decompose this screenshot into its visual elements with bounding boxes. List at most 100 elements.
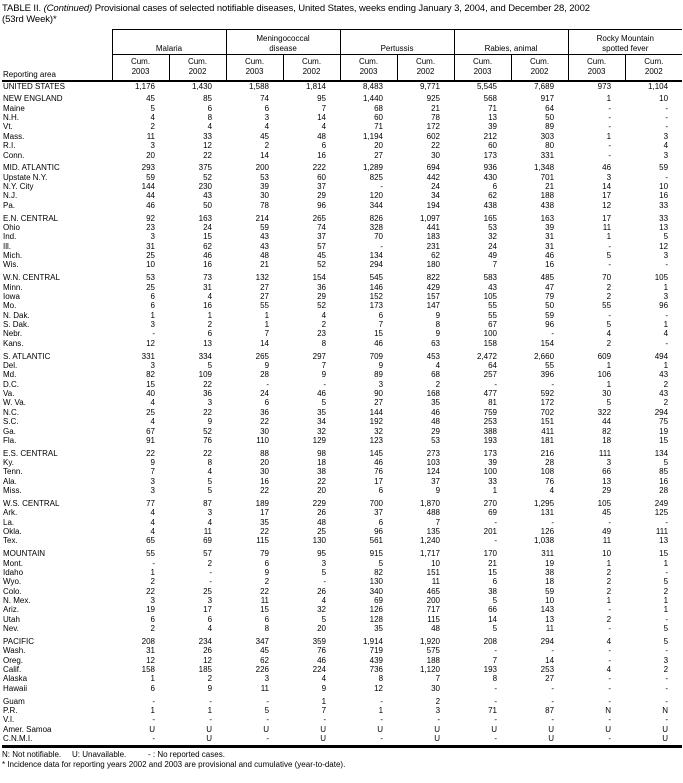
value-cell: 46 <box>602 163 612 173</box>
value-cell: 44 <box>146 191 155 201</box>
value-cell: 1 <box>264 320 270 330</box>
value-cell: 74 <box>317 223 327 233</box>
footnote-unavailable: U: Unavailable. <box>72 750 127 760</box>
area-cell: Ill. <box>3 241 11 251</box>
value-cell: 20 <box>374 141 384 151</box>
value-cell: 702 <box>540 407 555 417</box>
value-cell: 151 <box>540 417 555 427</box>
value-cell: 22 <box>260 417 270 427</box>
title-continued: (Continued) <box>43 3 93 14</box>
value-cell: 1 <box>606 232 612 242</box>
table-row: Va. 40 36 24 46 90 168 477 592 30 43 <box>2 389 682 398</box>
value-cell: 43 <box>203 191 213 201</box>
value-cell: 13 <box>602 476 612 486</box>
value-cell: 48 <box>431 417 441 427</box>
value-cell: 294 <box>369 260 384 270</box>
value-cell: 2 <box>207 320 213 330</box>
value-cell: 34 <box>317 417 327 427</box>
value-cell: 1,588 <box>248 81 270 91</box>
value-cell: 154 <box>540 338 555 348</box>
value-cell: 465 <box>426 586 441 596</box>
table-row: Ark. 4 3 17 26 37 488 69 131 45 125 <box>2 508 682 517</box>
value-cell: 87 <box>545 706 555 716</box>
value-cell: 19 <box>659 426 669 436</box>
value-cell: - <box>494 715 498 725</box>
value-cell: 917 <box>540 94 555 104</box>
value-cell: 9,771 <box>419 81 441 91</box>
value-cell: 53 <box>260 172 270 182</box>
value-cell: 46 <box>317 655 327 665</box>
value-cell: 1 <box>150 674 155 684</box>
value-cell: 85 <box>203 94 213 104</box>
value-cell: 222 <box>312 163 327 173</box>
area-cell: MID. ATLANTIC <box>3 163 60 173</box>
footnote-not-notifiable: N: Not notifiable. <box>2 750 62 760</box>
value-cell: 759 <box>483 407 498 417</box>
value-cell: 2 <box>606 614 612 624</box>
value-cell: 439 <box>369 655 384 665</box>
value-cell: 7 <box>435 674 441 684</box>
area-cell: S. Dak. <box>3 320 30 330</box>
area-cell: Va. <box>3 389 15 399</box>
value-cell: 3 <box>663 251 669 261</box>
value-cell: U <box>263 724 270 734</box>
value-cell: 20 <box>317 486 327 496</box>
value-cell: - <box>665 696 669 706</box>
value-cell: 100 <box>483 467 498 477</box>
value-cell: 26 <box>203 646 213 656</box>
value-cell: 5 <box>321 568 327 578</box>
value-cell: 973 <box>597 81 612 91</box>
value-cell: - <box>665 338 669 348</box>
area-cell: S. ATLANTIC <box>3 351 51 361</box>
value-cell: 74 <box>260 94 270 104</box>
value-cell: 87 <box>203 499 213 509</box>
value-cell: 9 <box>378 361 384 371</box>
value-cell: 14 <box>545 655 555 665</box>
value-cell: 95 <box>317 549 327 559</box>
value-cell: 12 <box>602 200 612 210</box>
table-row: La. 4 4 35 48 6 7 - - - - <box>2 518 682 527</box>
value-cell: 29 <box>602 486 612 496</box>
value-cell: 30 <box>260 467 270 477</box>
value-cell: 105 <box>654 273 669 283</box>
table-row: Mass. 11 33 45 48 1,194 602 212 303 1 3 <box>2 132 682 141</box>
value-cell: 144 <box>369 407 384 417</box>
table-row: Alaska 1 2 3 4 8 7 8 27 - - <box>2 674 682 683</box>
table-row: N.H. 4 8 3 14 60 78 13 50 - - <box>2 113 682 122</box>
value-cell: - <box>665 683 669 693</box>
value-cell: 77 <box>146 499 155 509</box>
value-cell: 10 <box>545 596 555 606</box>
value-cell: 1,295 <box>534 499 555 509</box>
value-cell: 25 <box>146 407 155 417</box>
value-cell: 3 <box>663 655 669 665</box>
value-cell: U <box>206 724 213 734</box>
value-cell: 55 <box>260 301 270 311</box>
value-cell: 5 <box>378 558 384 568</box>
value-cell: 70 <box>374 232 384 242</box>
value-cell: - <box>608 517 612 527</box>
value-cell: 188 <box>426 655 441 665</box>
value-cell: 1 <box>663 361 669 371</box>
value-cell: 27 <box>374 150 384 160</box>
value-cell: 92 <box>146 213 155 223</box>
value-cell: 2 <box>435 379 441 389</box>
value-cell: 19 <box>545 558 555 568</box>
value-cell: 234 <box>198 637 213 647</box>
value-cell: 1 <box>606 596 612 606</box>
value-cell: 26 <box>317 586 327 596</box>
value-cell: 158 <box>141 665 155 675</box>
value-cell: 134 <box>654 448 669 458</box>
value-cell: 46 <box>203 251 213 261</box>
area-cell: N.H. <box>3 113 19 123</box>
table-row: Calif. 158 185 226 224 736 1,120 193 253 4 2 <box>2 665 682 674</box>
value-cell: 39 <box>260 182 270 192</box>
value-cell: 27 <box>260 292 270 302</box>
value-cell: - <box>152 734 155 744</box>
value-cell: - <box>380 241 384 251</box>
value-cell: - <box>665 122 669 132</box>
value-cell: - <box>665 614 669 624</box>
value-cell: 165 <box>483 213 498 223</box>
value-cell: 1,194 <box>362 131 384 141</box>
value-cell: 3 <box>606 172 612 182</box>
value-cell: 6 <box>207 103 213 113</box>
